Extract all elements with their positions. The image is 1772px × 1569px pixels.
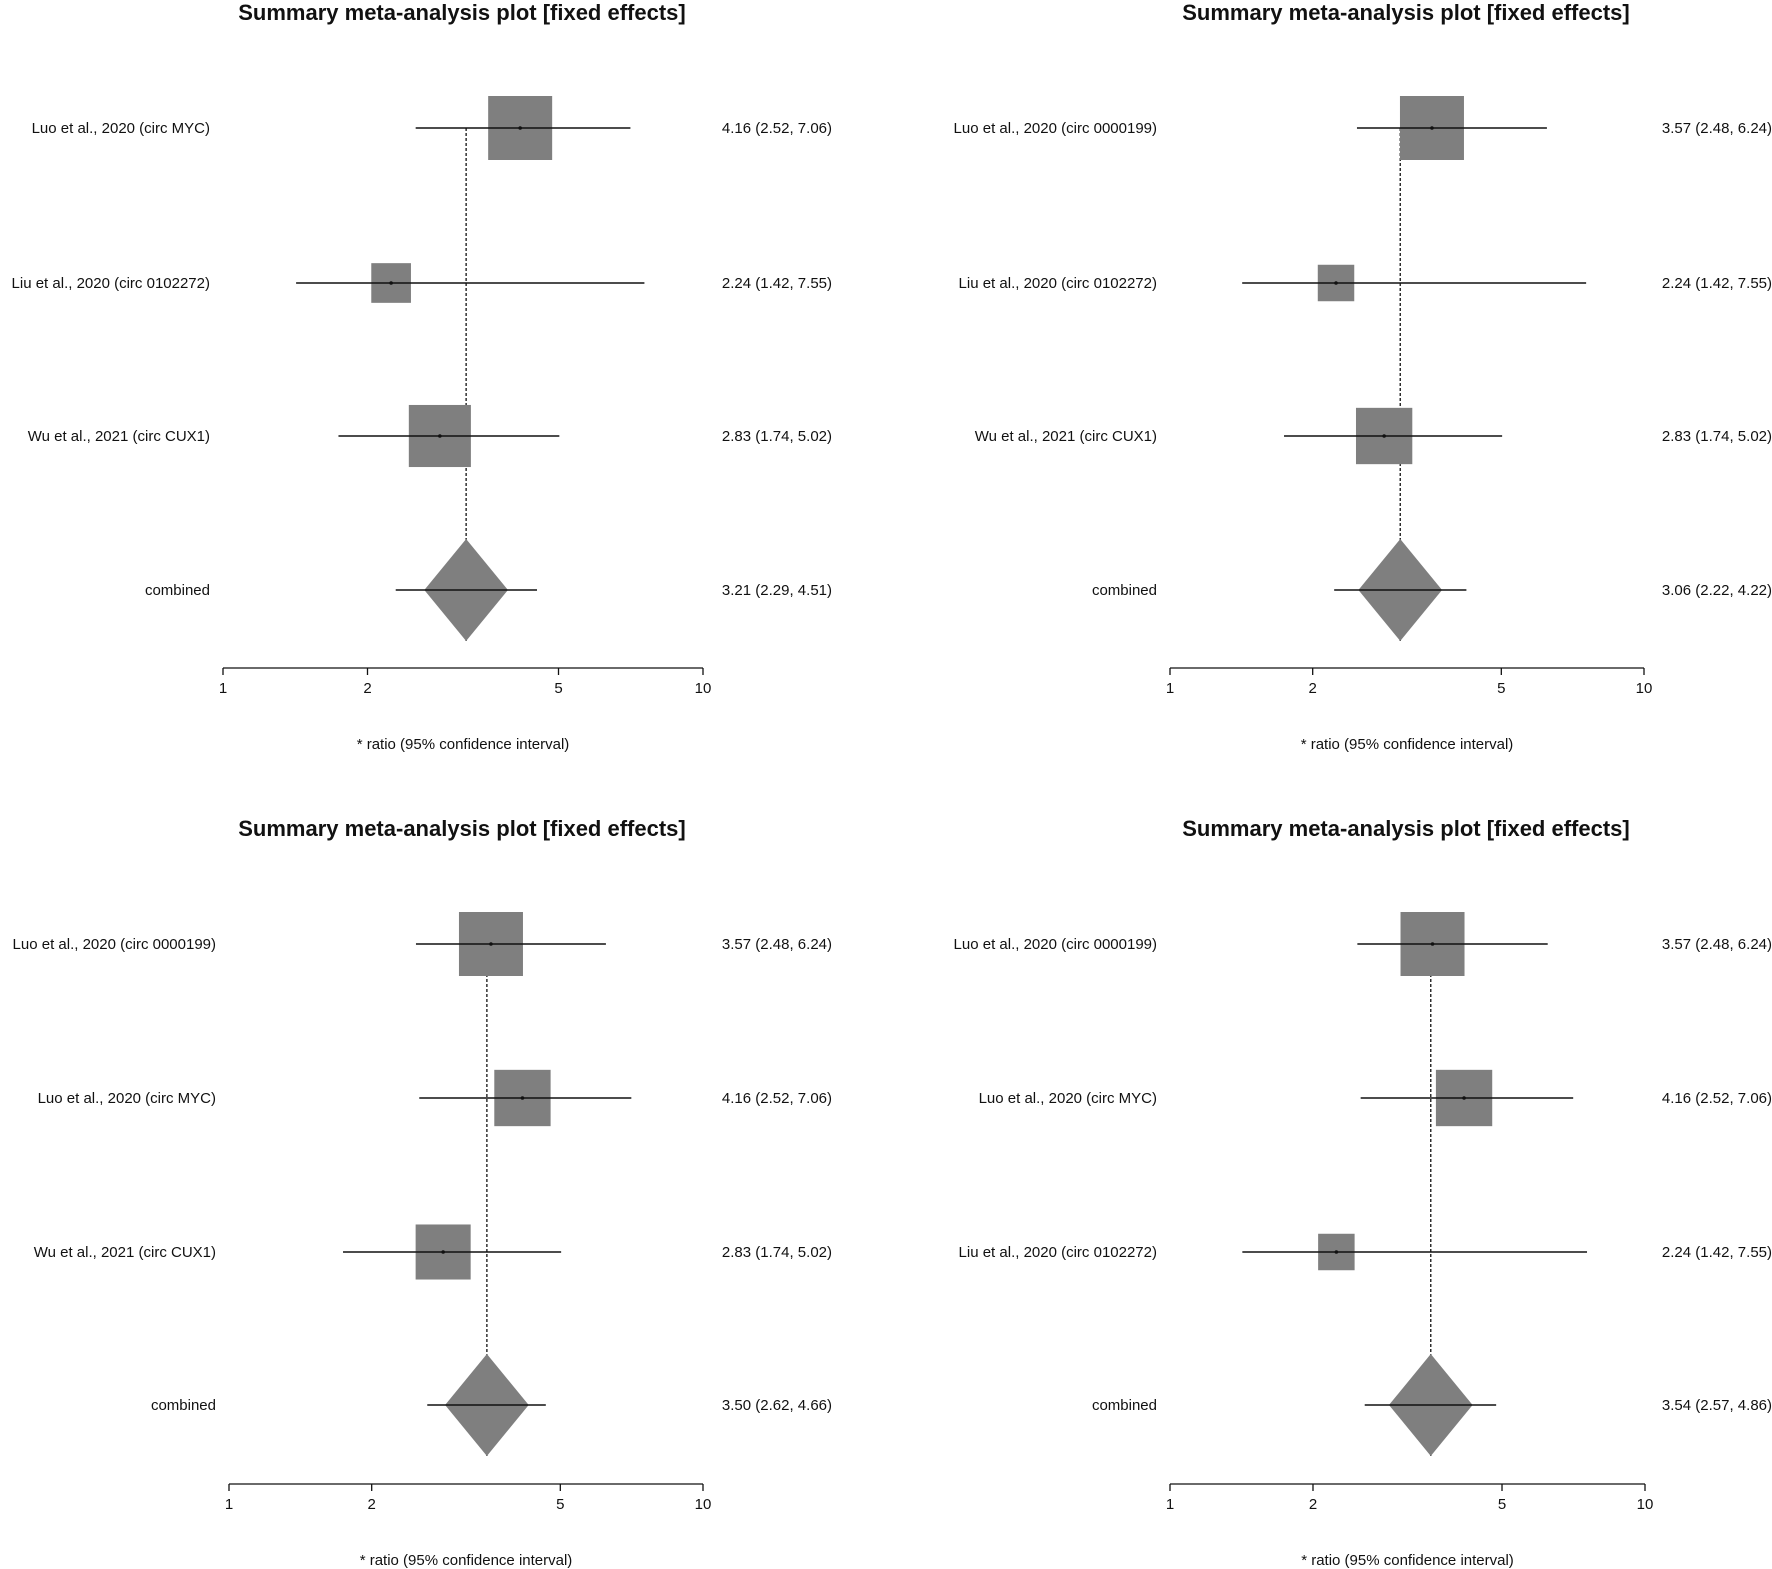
study-row: Luo et al., 2020 (circ 0000199) 3.57 (2.4… <box>954 96 1772 160</box>
study-ci-value: 2.83 (1.74, 5.02) <box>1662 428 1772 445</box>
forest-panel-2: Summary meta-analysis plot [fixed effect… <box>954 0 1772 753</box>
study-row: Luo et al., 2020 (circ MYC) 4.16 (2.52, 7… <box>32 96 832 160</box>
study-point-estimate <box>1430 126 1434 130</box>
study-row: Wu et al., 2021 (circ CUX1) 2.83 (1.74, 5… <box>34 1224 832 1280</box>
study-label: Luo et al., 2020 (circ 0000199) <box>954 120 1157 137</box>
x-tick-label: 5 <box>556 1496 564 1513</box>
x-tick-label: 1 <box>1166 680 1174 697</box>
study-ci-value: 3.57 (2.48, 6.24) <box>722 936 832 953</box>
study-row: Liu et al., 2020 (circ 0102272) 2.24 (1.4… <box>959 1233 1772 1271</box>
combined-ci-value: 3.21 (2.29, 4.51) <box>722 582 832 599</box>
study-row: Liu et al., 2020 (circ 0102272) 2.24 (1.4… <box>959 264 1772 302</box>
study-row: Wu et al., 2021 (circ CUX1) 2.83 (1.74, 5… <box>28 404 832 468</box>
combined-label: combined <box>151 1397 216 1414</box>
x-tick-label: 1 <box>225 1496 233 1513</box>
study-label: Wu et al., 2021 (circ CUX1) <box>975 428 1157 445</box>
study-label: Luo et al., 2020 (circ 0000199) <box>13 936 216 953</box>
study-ci-value: 4.16 (2.52, 7.06) <box>1662 1090 1772 1107</box>
x-tick-label: 10 <box>1637 1496 1654 1513</box>
study-ci-value: 4.16 (2.52, 7.06) <box>722 1090 832 1107</box>
study-point-estimate <box>441 1250 445 1254</box>
forest-panel-1: Summary meta-analysis plot [fixed effect… <box>12 0 832 753</box>
study-ci-value: 2.83 (1.74, 5.02) <box>722 428 832 445</box>
x-axis: 1 2 5 10 * ratio (95% confidence interval) <box>219 667 712 753</box>
forest-panel-4: Summary meta-analysis plot [fixed effect… <box>954 816 1772 1569</box>
combined-label: combined <box>145 582 210 599</box>
combined-label: combined <box>1092 1397 1157 1414</box>
study-ci-value: 2.24 (1.42, 7.55) <box>1662 1244 1772 1261</box>
study-label: Liu et al., 2020 (circ 0102272) <box>959 275 1157 292</box>
x-axis-label: * ratio (95% confidence interval) <box>1301 1552 1514 1569</box>
forest-panel-3: Summary meta-analysis plot [fixed effect… <box>13 816 832 1569</box>
x-tick-label: 2 <box>1309 1496 1317 1513</box>
study-label: Luo et al., 2020 (circ MYC) <box>32 120 210 137</box>
study-point-estimate <box>389 281 393 285</box>
study-point-estimate <box>1430 942 1435 946</box>
study-row: Luo et al., 2020 (circ MYC) 4.16 (2.52, 7… <box>38 1069 832 1127</box>
combined-ci-value: 3.06 (2.22, 4.22) <box>1662 582 1772 599</box>
combined-row: combined 3.21 (2.29, 4.51) <box>145 539 832 641</box>
study-row: Luo et al., 2020 (circ MYC) 4.16 (2.52, 7… <box>979 1069 1772 1127</box>
study-label: Luo et al., 2020 (circ 0000199) <box>954 936 1157 953</box>
study-label: Luo et al., 2020 (circ MYC) <box>38 1090 216 1107</box>
study-row: Luo et al., 2020 (circ 0000199) 3.57 (2.4… <box>13 912 832 976</box>
x-axis: 1 2 5 10 * ratio (95% confidence interval) <box>1166 667 1653 753</box>
study-point-estimate <box>1462 1096 1466 1100</box>
combined-ci-value: 3.54 (2.57, 4.86) <box>1662 1397 1772 1414</box>
study-label: Luo et al., 2020 (circ MYC) <box>979 1090 1157 1107</box>
study-row: Luo et al., 2020 (circ 0000199) 3.57 (2.4… <box>954 912 1772 976</box>
x-axis-label: * ratio (95% confidence interval) <box>1301 736 1514 753</box>
study-ci-value: 2.24 (1.42, 7.55) <box>722 275 832 292</box>
study-point-estimate <box>1382 434 1386 438</box>
plot-title: Summary meta-analysis plot [fixed effect… <box>1182 816 1629 841</box>
plot-title: Summary meta-analysis plot [fixed effect… <box>238 0 685 25</box>
plot-title: Summary meta-analysis plot [fixed effect… <box>1182 0 1629 25</box>
x-tick-label: 5 <box>554 680 562 697</box>
combined-label: combined <box>1092 582 1157 599</box>
combined-ci-value: 3.50 (2.62, 4.66) <box>722 1397 832 1414</box>
study-ci-value: 4.16 (2.52, 7.06) <box>722 120 832 137</box>
x-tick-label: 10 <box>695 680 712 697</box>
x-tick-label: 1 <box>1166 1496 1174 1513</box>
study-ci-value: 2.83 (1.74, 5.02) <box>722 1244 832 1261</box>
study-ci-value: 3.57 (2.48, 6.24) <box>1662 120 1772 137</box>
combined-row: combined 3.06 (2.22, 4.22) <box>1092 539 1772 641</box>
x-tick-label: 1 <box>219 680 227 697</box>
x-tick-label: 2 <box>368 1496 376 1513</box>
study-point-estimate <box>1334 281 1338 285</box>
study-label: Liu et al., 2020 (circ 0102272) <box>12 275 210 292</box>
x-axis-label: * ratio (95% confidence interval) <box>360 1552 573 1569</box>
x-axis-label: * ratio (95% confidence interval) <box>357 736 570 753</box>
study-point-estimate <box>489 942 493 946</box>
study-point-estimate <box>518 126 522 130</box>
study-point-estimate <box>438 434 442 438</box>
combined-row: combined 3.50 (2.62, 4.66) <box>151 1354 832 1456</box>
study-ci-value: 3.57 (2.48, 6.24) <box>1662 936 1772 953</box>
x-tick-label: 10 <box>1636 680 1653 697</box>
x-tick-label: 5 <box>1497 680 1505 697</box>
study-ci-value: 2.24 (1.42, 7.55) <box>1662 275 1772 292</box>
combined-row: combined 3.54 (2.57, 4.86) <box>1092 1354 1772 1456</box>
x-axis: 1 2 5 10 * ratio (95% confidence interval) <box>1166 1483 1654 1569</box>
study-row: Liu et al., 2020 (circ 0102272) 2.24 (1.4… <box>12 263 832 303</box>
x-tick-label: 5 <box>1498 1496 1506 1513</box>
x-tick-label: 10 <box>695 1496 712 1513</box>
study-point-estimate <box>1334 1250 1339 1254</box>
x-tick-label: 2 <box>1309 680 1317 697</box>
study-label: Wu et al., 2021 (circ CUX1) <box>28 428 210 445</box>
study-row: Wu et al., 2021 (circ CUX1) 2.83 (1.74, 5… <box>975 407 1772 465</box>
plot-title: Summary meta-analysis plot [fixed effect… <box>238 816 685 841</box>
study-label: Wu et al., 2021 (circ CUX1) <box>34 1244 216 1261</box>
x-axis: 1 2 5 10 * ratio (95% confidence interval) <box>225 1483 712 1569</box>
study-point-estimate <box>520 1096 525 1100</box>
x-tick-label: 2 <box>363 680 371 697</box>
study-label: Liu et al., 2020 (circ 0102272) <box>959 1244 1157 1261</box>
